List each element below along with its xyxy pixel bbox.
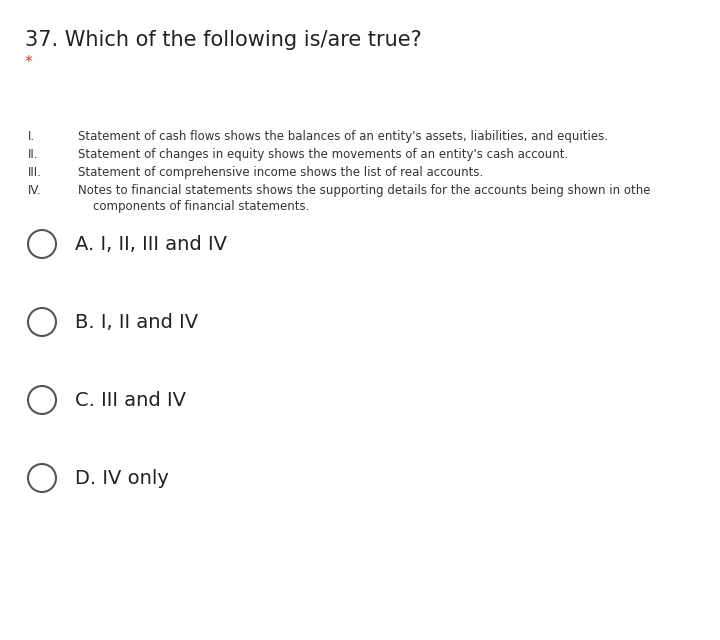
Text: B. I, II and IV: B. I, II and IV [75,312,198,332]
Text: Notes to financial statements shows the supporting details for the accounts bein: Notes to financial statements shows the … [78,184,650,197]
Text: Statement of changes in equity shows the movements of an entity's cash account.: Statement of changes in equity shows the… [78,148,568,161]
Text: 37. Which of the following is/are true?: 37. Which of the following is/are true? [25,30,422,50]
Text: *: * [25,55,32,70]
Text: C. III and IV: C. III and IV [75,390,186,410]
Text: components of financial statements.: components of financial statements. [78,200,310,213]
Text: Statement of cash flows shows the balances of an entity's assets, liabilities, a: Statement of cash flows shows the balanc… [78,130,608,143]
Text: IV.: IV. [28,184,42,197]
Text: Statement of comprehensive income shows the list of real accounts.: Statement of comprehensive income shows … [78,166,483,179]
Text: D. IV only: D. IV only [75,468,169,488]
Text: III.: III. [28,166,42,179]
Text: I.: I. [28,130,35,143]
Text: II.: II. [28,148,38,161]
Text: A. I, II, III and IV: A. I, II, III and IV [75,234,227,253]
